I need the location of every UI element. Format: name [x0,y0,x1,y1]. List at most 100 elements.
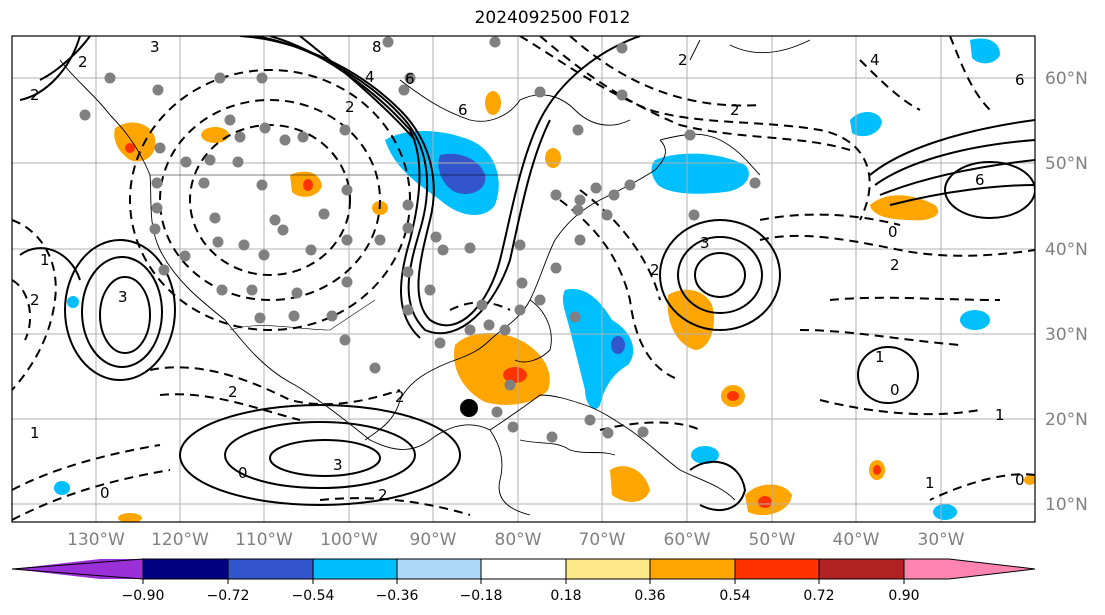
warm-core-south-atl [758,496,772,508]
lon-label: 120°W [151,530,209,550]
lon-label: 50°W [749,530,796,550]
lat-label: 40°N [1045,240,1088,260]
colorbar-segment [313,559,398,579]
colorbar-segment [819,559,904,579]
colorbar-segment [566,559,651,579]
warm-core-montana [303,179,313,191]
warm-anomaly-far-e [1024,475,1035,485]
svg-text:6: 6 [975,171,985,189]
warm-core-atl-small [727,391,739,401]
warm-anomaly-azores-w [870,195,939,221]
dashed-contours [12,36,1035,521]
svg-text:1: 1 [40,251,50,269]
cool-anomaly-caribbean [691,446,719,464]
cool-anomaly-atlantic [562,289,634,410]
storm-center-marker [460,399,478,417]
svg-text:2: 2 [228,383,238,401]
lat-label: 60°N [1045,69,1088,89]
colorbar-segment [904,559,949,579]
lat-label: 10°N [1045,495,1088,515]
lon-label: 70°W [579,530,626,550]
svg-text:2: 2 [345,98,355,116]
svg-text:1: 1 [30,424,40,442]
warm-anomaly-mid-atlantic [667,289,715,350]
latitude-axis: 60°N 50°N 40°N 30°N 20°N 10°N [1045,69,1088,515]
lon-label: 110°W [235,530,293,550]
svg-text:1: 1 [925,474,935,492]
station-markers [79,36,761,443]
svg-text:6: 6 [458,101,468,119]
svg-text:2: 2 [378,486,388,504]
svg-text:0: 0 [890,381,900,399]
colorbar-segment [397,559,482,579]
cool-anomaly-se-atl [960,310,990,330]
lon-label: 60°W [664,530,711,550]
lon-label: 30°W [918,530,965,550]
map-title: 2024092500 F012 [474,8,631,28]
svg-text:1: 1 [875,348,885,366]
svg-text:2: 2 [678,51,688,69]
svg-text:6: 6 [1015,71,1025,89]
svg-text:3: 3 [333,456,343,474]
colorbar-segment [735,559,820,579]
cool-anomaly-newfoundland [651,153,749,194]
colorbar-tick-label: −0.36 [376,588,419,604]
cool-anomaly-north-atlantic [850,111,882,137]
colorbar-segment [650,559,735,579]
warm-anomaly-gulf [454,333,550,405]
svg-text:3: 3 [150,38,160,56]
svg-text:0: 0 [238,464,248,482]
colorbar-tick-label: 0.90 [888,588,919,604]
warm-anomaly-bc-coast [114,122,156,162]
cool-anomaly-pacific-nw [67,296,79,308]
colorbar-tick-label: −0.72 [207,588,250,604]
colorbar-segment [481,559,566,579]
cool-anomaly-greenland [970,38,1000,64]
cool-core-great-lakes [438,153,486,195]
colorbar: −0.90 −0.72 −0.54 −0.36 −0.18 0.18 0.36 … [11,558,1036,604]
warm-anomaly-hudson [485,91,501,115]
warm-core-bc-coast [125,143,135,153]
svg-text:0: 0 [1015,471,1025,489]
lon-label: 40°W [833,530,880,550]
lon-label: 80°W [495,530,542,550]
anomaly-fills [54,38,1035,522]
colorbar-segment [143,559,228,579]
colorbar-tick-label: 0.72 [803,588,834,604]
coastlines [59,39,811,516]
longitude-axis: 130°W 120°W 110°W 100°W 90°W 80°W 70°W 6… [67,530,965,550]
lat-label: 30°N [1045,325,1088,345]
svg-text:4: 4 [870,51,880,69]
lon-label: 130°W [67,530,125,550]
svg-text:2: 2 [395,388,405,406]
colorbar-high-extend [949,559,1035,579]
warm-anomaly-pacific-s [118,513,142,522]
svg-text:2: 2 [730,101,740,119]
warm-core-east-atl [873,465,881,475]
cool-anomaly-pacific-s [54,481,70,495]
svg-text:0: 0 [888,223,898,241]
svg-text:6: 6 [405,70,415,88]
svg-text:3: 3 [700,234,710,252]
cool-core-atlantic [611,336,625,354]
lat-label: 20°N [1045,410,1088,430]
svg-text:0: 0 [100,484,110,502]
colorbar-tick-label: 0.54 [719,588,750,604]
colorbar-low-extend [12,559,100,579]
svg-text:3: 3 [118,288,128,306]
warm-anomaly-caribbean [610,466,650,502]
colorbar-tick-label: 0.36 [634,588,665,604]
lat-label: 50°N [1045,154,1088,174]
warm-anomaly-alberta [201,127,229,143]
solid-contours [19,36,1035,511]
warm-core-gulf [503,367,527,383]
lon-label: 90°W [410,530,457,550]
svg-text:2: 2 [650,261,660,279]
colorbar-tick-label: −0.90 [122,588,165,604]
svg-text:4: 4 [365,68,375,86]
graticule [12,36,1035,522]
svg-text:2: 2 [78,53,88,71]
warm-anomaly-quebec [545,148,561,168]
colorbar-tick-label: 0.18 [550,588,581,604]
